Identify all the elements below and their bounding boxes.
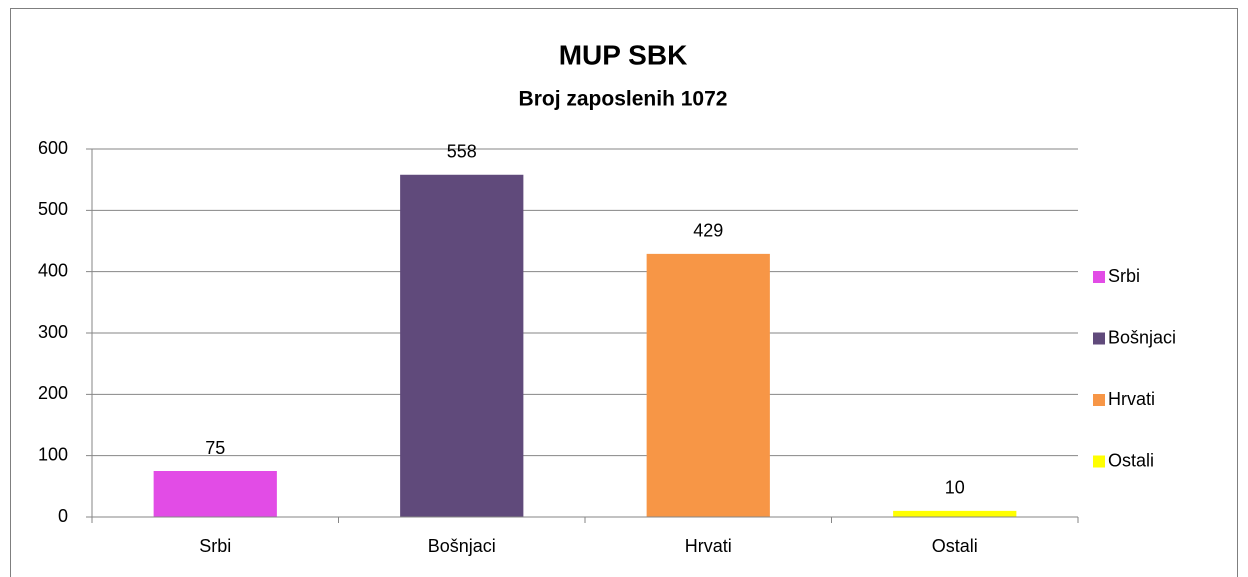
legend-label: Bošnjaci xyxy=(1108,327,1176,347)
chart-subtitle: Broj zaposlenih 1072 xyxy=(519,88,728,111)
x-tick-label: Hrvati xyxy=(685,536,732,556)
y-tick-label: 400 xyxy=(38,260,68,280)
data-label: 75 xyxy=(205,438,225,458)
data-label: 10 xyxy=(945,478,965,498)
bar xyxy=(400,174,524,517)
data-label: 558 xyxy=(447,142,477,162)
x-tick-label: Ostali xyxy=(932,536,978,556)
legend-label: Hrvati xyxy=(1108,389,1155,409)
chart-title: MUP SBK xyxy=(559,39,688,70)
legend-swatch xyxy=(1093,394,1105,406)
y-tick-label: 500 xyxy=(38,199,68,219)
legend-swatch xyxy=(1093,271,1105,283)
y-tick-label: 100 xyxy=(38,444,68,464)
bar xyxy=(893,510,1017,517)
bar xyxy=(153,471,277,517)
data-label: 429 xyxy=(693,221,723,241)
y-tick-label: 300 xyxy=(38,322,68,342)
y-tick-label: 600 xyxy=(38,138,68,158)
y-tick-label: 200 xyxy=(38,383,68,403)
legend-swatch xyxy=(1093,332,1105,345)
legend-label: Srbi xyxy=(1108,266,1140,286)
x-tick-label: Srbi xyxy=(199,536,231,556)
y-tick-label: 0 xyxy=(58,506,68,526)
legend-swatch xyxy=(1093,455,1105,468)
bar xyxy=(646,253,770,517)
x-tick-label: Bošnjaci xyxy=(428,536,496,556)
legend-label: Ostali xyxy=(1108,450,1154,470)
